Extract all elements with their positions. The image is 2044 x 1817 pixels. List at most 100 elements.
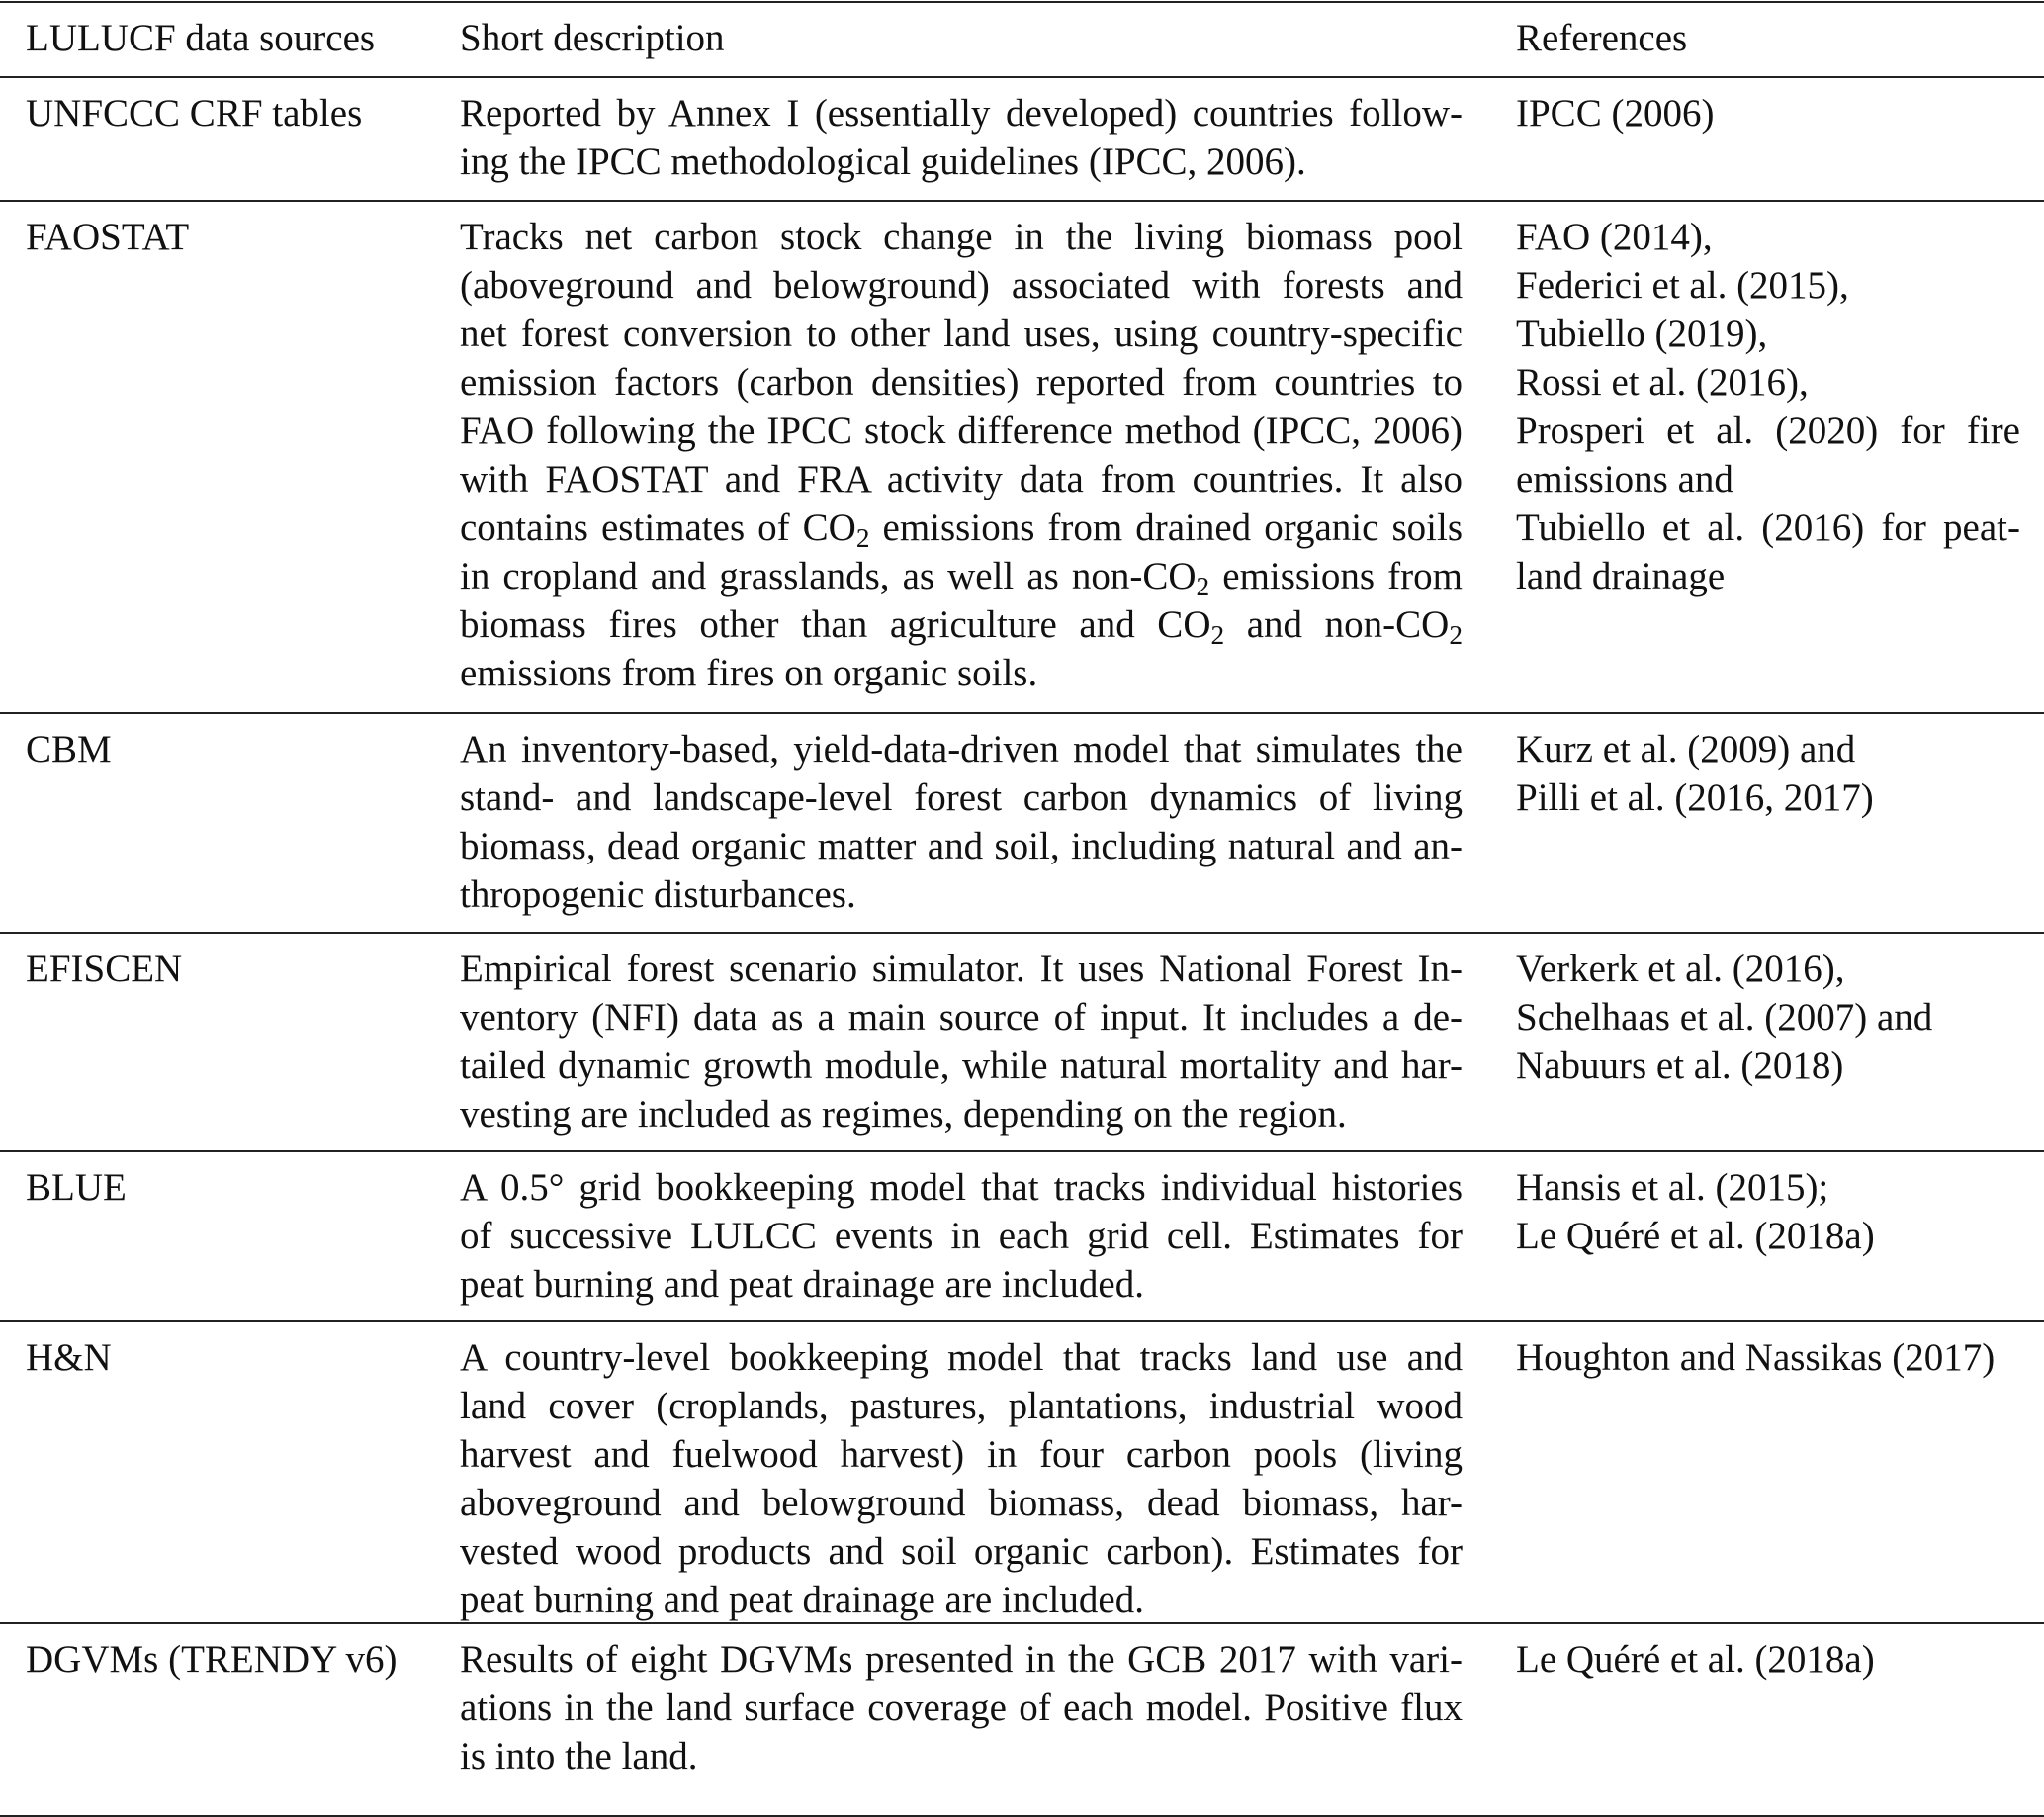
description-line: FAO following the IPCC stock difference … [460,407,1463,455]
table-row: FAOSTAT Tracks net carbon stock change in… [0,200,2044,712]
text-segment: net forest conversion to other land uses… [460,313,1463,355]
text-segment: emissions from fires on organic soils. [460,652,1038,694]
description-line: emission factors (carbon densities) repo… [460,358,1463,407]
description-cell: Empirical forest scenario simulator. It … [460,945,1463,1138]
description-line: biomass, dead organic matter and soil, i… [460,822,1463,870]
text-segment: An inventory-based, yield-data-driven mo… [460,728,1463,771]
description-line: land cover (croplands, pastures, plantat… [460,1382,1463,1430]
description-line: (aboveground and belowground) associated… [460,261,1463,310]
text-segment: ations in the land surface coverage of e… [460,1686,1463,1729]
references-cell: Kurz et al. (2009) and Pilli et al. (2016… [1516,725,2020,822]
description-line: peat burning and peat drainage are inclu… [460,1576,1463,1624]
subscript: 2 [855,522,870,553]
description-line: Tracks net carbon stock change in the li… [460,213,1463,261]
reference-line: IPCC (2006) [1516,92,1715,135]
text-segment: ing the IPCC methodological guidelines (… [460,140,1306,183]
table-row: CBM An inventory-based, yield-data-driven… [0,712,2044,932]
description-line: A 0.5° grid bookkeeping model that track… [460,1163,1463,1212]
text-segment: aboveground and belowground biomass, dea… [460,1482,1463,1524]
text-segment: emissions from drained organic soils [869,506,1463,549]
description-line: contains estimates of CO2 emissions from… [460,503,1463,552]
text-segment: in cropland and grasslands, as well as n… [460,555,1197,597]
description-line: ing the IPCC methodological guidelines (… [460,137,1463,186]
text-segment: biomass, dead organic matter and soil, i… [460,825,1463,867]
text-segment: Tracks net carbon stock change in the li… [460,216,1463,258]
references-cell: FAO (2014), Federici et al. (2015), Tubiel… [1516,213,2020,600]
description-line: tailed dynamic growth module, while natu… [460,1042,1463,1090]
subscript: 2 [1210,619,1225,650]
text-segment: A 0.5° grid bookkeeping model that track… [460,1166,1463,1209]
source-cell: FAOSTAT [26,216,190,258]
text-segment: and non-CO [1224,603,1450,646]
text-segment: FAO following the IPCC stock difference … [460,409,1463,452]
text-segment: vesting are included as regimes, dependi… [460,1093,1347,1136]
description-line: emissions from fires on organic soils. [460,649,1463,697]
text-segment: biomass fires other than agriculture and… [460,603,1211,646]
description-line: Reported by Annex I (essentially develop… [460,89,1463,137]
text-segment: of successive LULCC events in each grid … [460,1215,1463,1257]
references-cell: Houghton and Nassikas (2017) [1516,1333,2020,1382]
description-line: Results of eight DGVMs presented in the … [460,1635,1463,1683]
description-line: Empirical forest scenario simulator. It … [460,945,1463,993]
description-cell: Results of eight DGVMs presented in the … [460,1635,1463,1780]
text-segment: stand- and landscape-level forest carbon… [460,776,1463,819]
table-row: EFISCEN Empirical forest scenario simulat… [0,932,2044,1150]
text-segment: Results of eight DGVMs presented in the … [460,1638,1463,1681]
text-segment: peat burning and peat drainage are inclu… [460,1263,1144,1306]
description-cell: Reported by Annex I (essentially develop… [460,89,1463,186]
text-segment: emission factors (carbon densities) repo… [460,361,1463,404]
reference-line: Houghton and Nassikas (2017) [1516,1336,1996,1379]
reference-line: Rossi et al. (2016), [1516,361,1809,404]
source-cell: EFISCEN [26,948,183,990]
text-segment: Reported by Annex I (essentially develop… [460,92,1463,135]
description-line: ations in the land surface coverage of e… [460,1683,1463,1732]
header-references: References [1516,17,1688,59]
description-line: in cropland and grasslands, as well as n… [460,552,1463,600]
text-segment: with FAOSTAT and FRA activity data from … [460,458,1463,500]
text-segment: Empirical forest scenario simulator. It … [460,948,1463,990]
text-segment: contains estimates of CO [460,506,856,549]
table-row: DGVMs (TRENDY v6) Results of eight DGVMs … [0,1622,2044,1817]
description-line: net forest conversion to other land uses… [460,310,1463,358]
text-segment: tailed dynamic growth module, while natu… [460,1045,1463,1087]
text-segment: A country-level bookkeeping model that t… [460,1336,1463,1379]
reference-line: Le Quéré et al. (2018a) [1516,1638,1875,1681]
description-line: harvest and fuelwood harvest) in four ca… [460,1430,1463,1479]
reference-line: Le Quéré et al. (2018a) [1516,1215,1875,1257]
table-row: BLUE A 0.5° grid bookkeeping model that t… [0,1150,2044,1320]
description-line: vesting are included as regimes, dependi… [460,1090,1463,1138]
text-segment: is into the land. [460,1735,698,1777]
source-cell: UNFCCC CRF tables [26,92,363,135]
subscript: 2 [1449,619,1463,650]
description-line: biomass fires other than agriculture and… [460,600,1463,649]
reference-line: Kurz et al. (2009) and [1516,728,1856,771]
header-source: LULUCF data sources [26,17,376,59]
text-segment: emissions from [1209,555,1463,597]
table-row: H&N A country-level bookkeeping model tha… [0,1320,2044,1622]
reference-line: land drainage [1516,555,1726,597]
references-cell: IPCC (2006) [1516,89,2020,137]
description-cell: An inventory-based, yield-data-driven mo… [460,725,1463,919]
source-cell: BLUE [26,1166,127,1209]
description-line: is into the land. [460,1732,1463,1780]
text-segment: land cover (croplands, pastures, plantat… [460,1385,1463,1427]
description-line: ventory (NFI) data as a main source of i… [460,993,1463,1042]
description-cell: Tracks net carbon stock change in the li… [460,213,1463,697]
reference-line: Schelhaas et al. (2007) and [1516,996,1933,1039]
reference-line: Prosperi et al. (2020) for fire [1516,409,2020,452]
reference-line: Hansis et al. (2015); [1516,1166,1829,1209]
description-line: A country-level bookkeeping model that t… [460,1333,1463,1382]
description-cell: A 0.5° grid bookkeeping model that track… [460,1163,1463,1309]
text-segment: peat burning and peat drainage are inclu… [460,1579,1144,1621]
references-cell: Hansis et al. (2015); Le Quéré et al. (20… [1516,1163,2020,1260]
reference-line: Pilli et al. (2016, 2017) [1516,776,1874,819]
source-cell: H&N [26,1336,112,1379]
text-segment: thropogenic disturbances. [460,873,856,916]
table-row: UNFCCC CRF tables Reported by Annex I (es… [0,76,2044,200]
description-line: peat burning and peat drainage are inclu… [460,1260,1463,1309]
reference-line: FAO (2014), [1516,216,1713,258]
description-line: of successive LULCC events in each grid … [460,1212,1463,1260]
description-cell: A country-level bookkeeping model that t… [460,1333,1463,1624]
table-header-row: LULUCF data sources Short description Re… [0,1,2044,76]
